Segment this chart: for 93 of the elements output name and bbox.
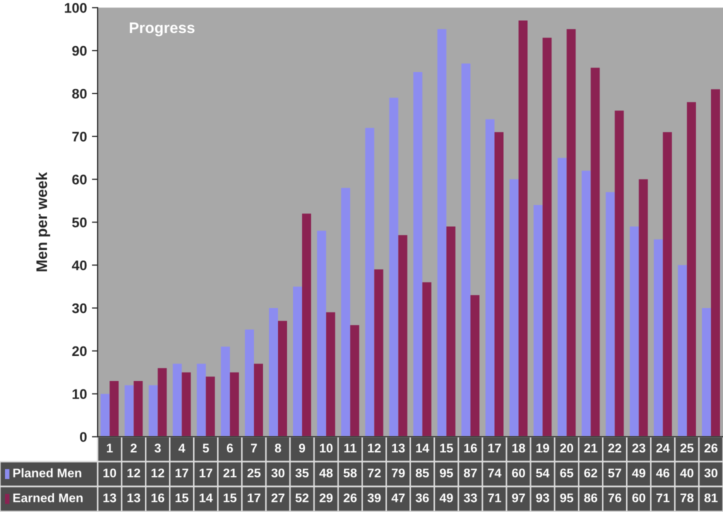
y-tick-label: 50 xyxy=(72,218,87,228)
data-label: 12 xyxy=(128,468,140,478)
x-tick-label: 9 xyxy=(299,444,306,453)
x-tick-label: 1 xyxy=(106,444,113,452)
x-tick-label: 22 xyxy=(608,444,622,452)
data-label: 87 xyxy=(464,468,477,478)
data-label: 76 xyxy=(608,493,622,502)
x-tick-label: 12 xyxy=(368,444,381,452)
x-tick-label: 18 xyxy=(512,444,526,453)
x-tick-label: 15 xyxy=(440,444,453,453)
data-label: 36 xyxy=(416,493,429,502)
data-label: 47 xyxy=(392,494,405,502)
y-tick-label: 100 xyxy=(64,3,87,13)
x-tick-label: 14 xyxy=(416,444,430,452)
data-label: 79 xyxy=(392,468,405,478)
x-tick-label: 3 xyxy=(154,444,161,453)
data-label: 71 xyxy=(656,494,670,502)
x-tick-label: 2 xyxy=(130,444,137,452)
data-label: 17 xyxy=(200,468,212,478)
data-label: 26 xyxy=(344,493,357,502)
data-label: 58 xyxy=(344,468,357,478)
text: Progress xyxy=(130,22,194,36)
data-label: 49 xyxy=(440,493,453,502)
data-label: 74 xyxy=(488,468,502,478)
data-label: 33 xyxy=(464,493,477,502)
data-label: 49 xyxy=(632,468,646,478)
data-label: 86 xyxy=(584,493,598,502)
data-label: 27 xyxy=(271,493,284,502)
data-label: 40 xyxy=(680,468,694,478)
data-label: 46 xyxy=(656,468,670,478)
y-tick-label: 90 xyxy=(72,46,87,56)
data-label: 60 xyxy=(632,493,646,502)
data-label: 85 xyxy=(416,468,429,478)
x-tick-label: 7 xyxy=(251,444,257,452)
x-tick-label: 6 xyxy=(226,444,233,453)
x-tick-label: 5 xyxy=(202,444,209,453)
data-label: 17 xyxy=(176,468,188,478)
x-tick-label: 26 xyxy=(704,444,718,453)
data-label: 17 xyxy=(248,494,260,502)
data-label: 16 xyxy=(152,493,164,502)
legend-label: Planed Men xyxy=(13,468,82,478)
x-tick-label: 21 xyxy=(584,444,598,452)
x-tick-label: 16 xyxy=(464,444,477,453)
y-tick-label: 80 xyxy=(72,88,87,99)
x-tick-label: 8 xyxy=(274,444,282,453)
data-label: 30 xyxy=(271,468,284,478)
x-tick-label: 20 xyxy=(560,444,574,453)
data-label: 62 xyxy=(584,468,598,478)
data-label: 48 xyxy=(319,468,333,478)
data-label: 93 xyxy=(536,493,550,502)
y-tick-label: 10 xyxy=(72,389,87,399)
y-axis-title: Men per week xyxy=(36,172,50,272)
legend-label: Earned Men xyxy=(13,493,83,502)
data-label: 13 xyxy=(103,493,116,502)
data-label: 95 xyxy=(440,468,453,478)
y-tick-label: 60 xyxy=(72,174,87,184)
y-tick-label: 30 xyxy=(72,303,87,314)
data-label: 60 xyxy=(512,468,525,478)
data-label: 21 xyxy=(223,468,237,478)
x-tick-label: 17 xyxy=(488,444,501,452)
data-label: 65 xyxy=(560,468,574,478)
x-tick-label: 23 xyxy=(632,444,646,453)
data-label: 39 xyxy=(368,493,381,502)
x-tick-label: 10 xyxy=(320,444,333,453)
x-tick-label: 25 xyxy=(680,444,694,453)
data-label: 15 xyxy=(176,494,188,502)
data-label: 35 xyxy=(295,468,309,478)
data-label: 15 xyxy=(224,494,237,502)
data-label: 54 xyxy=(536,468,550,478)
x-tick-label: 11 xyxy=(344,444,356,452)
data-label: 30 xyxy=(704,468,718,478)
data-label: 81 xyxy=(704,493,718,502)
y-tick-label: 70 xyxy=(72,132,87,142)
y-tick-label: 0 xyxy=(80,432,87,442)
data-label: 12 xyxy=(152,468,164,478)
data-label: 97 xyxy=(512,493,525,502)
y-tick-label: 40 xyxy=(72,260,87,270)
data-label: 57 xyxy=(608,468,622,478)
data-label: 71 xyxy=(488,494,502,502)
x-tick-label: 13 xyxy=(392,444,405,453)
y-tick-label: 20 xyxy=(72,346,87,356)
x-tick-label: 19 xyxy=(536,444,550,453)
data-label: 10 xyxy=(103,468,116,478)
data-label: 25 xyxy=(247,468,261,478)
data-label: 14 xyxy=(200,494,213,502)
data-label: 13 xyxy=(128,493,140,502)
x-tick-label: 4 xyxy=(178,444,186,452)
data-label: 95 xyxy=(560,493,574,502)
data-label: 72 xyxy=(368,468,381,478)
data-label: 29 xyxy=(320,493,333,502)
data-label: 78 xyxy=(680,493,694,502)
x-tick-label: 24 xyxy=(656,444,670,452)
data-label: 52 xyxy=(295,493,309,502)
